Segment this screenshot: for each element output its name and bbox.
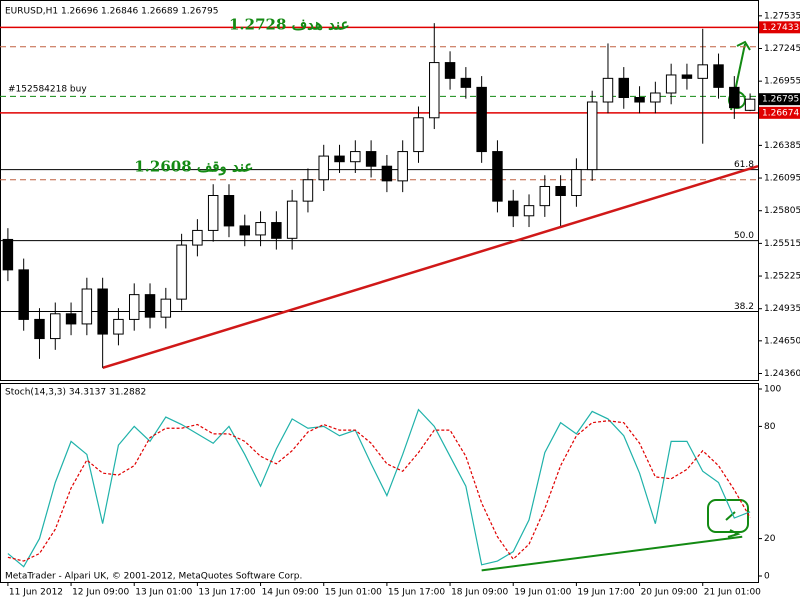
candle-body — [555, 185, 566, 197]
candle-body — [429, 62, 440, 119]
annotation: 1.2608 عند وقف — [134, 157, 253, 175]
price-label: 1.27433 — [762, 23, 799, 33]
candle-body — [665, 74, 677, 94]
x-tick-label: 11 Jun 2012 — [9, 588, 63, 598]
stoch-title: Stoch(14,3,3) 34.3137 31.2882 — [5, 388, 146, 398]
arrows — [725, 511, 741, 538]
candle-body — [286, 200, 298, 239]
candle-body — [50, 313, 61, 340]
candle-body — [239, 225, 251, 236]
candle-body — [634, 97, 645, 103]
annotation: 1.2728 عند هدف — [229, 15, 350, 33]
stoch-line — [7, 408, 751, 568]
order-label: #152584218 buy — [8, 85, 87, 95]
fib-label: 61.8 — [734, 160, 754, 170]
fib-label: 50.0 — [734, 231, 754, 241]
candle-body — [207, 195, 219, 231]
candle-body — [113, 318, 124, 335]
candle-body — [681, 74, 693, 79]
candle-body — [160, 298, 172, 318]
y-tick-label: 1.24935 — [764, 304, 800, 314]
candle-body — [365, 151, 377, 167]
x-tick-label: 14 Jun 09:00 — [262, 588, 319, 598]
candle-body — [650, 92, 661, 103]
candle-body — [18, 269, 29, 320]
y-tick-label: 100 — [764, 385, 781, 395]
candle-body — [334, 155, 345, 163]
x-tick-label: 13 Jun 01:00 — [135, 588, 192, 598]
candle-body — [476, 86, 487, 153]
x-tick-label: 13 Jun 17:00 — [198, 588, 255, 598]
candle-body — [744, 98, 756, 111]
candle-body — [381, 165, 393, 182]
x-tick-label: 19 Jun 01:00 — [514, 588, 571, 598]
candle-body — [618, 77, 630, 98]
candle-body — [34, 318, 45, 340]
footer: MetaTrader - Alpari UK, © 2001-2012, Met… — [5, 572, 302, 582]
candle-body — [128, 294, 140, 320]
price-label-bg — [759, 21, 800, 34]
y-tick-label: 80 — [764, 422, 776, 432]
candle-body — [602, 77, 614, 103]
chart-title: EURUSD,H1 1.26696 1.26846 1.26689 1.2679… — [5, 7, 218, 17]
candle-body — [444, 62, 456, 79]
x-tick-label: 12 Jun 09:00 — [72, 588, 129, 598]
x-tick-label: 15 Jun 17:00 — [388, 588, 445, 598]
y-tick-label: 1.26955 — [764, 77, 800, 87]
candle-body — [507, 200, 519, 217]
trendline — [481, 535, 743, 572]
fib-label: 38.2 — [734, 302, 754, 312]
y-tick-label: 1.25515 — [764, 239, 800, 249]
candle-body — [97, 288, 108, 335]
y-tick-label: 1.24360 — [764, 369, 800, 379]
candle-body — [413, 117, 424, 153]
stoch-line — [7, 420, 751, 562]
candle-body — [176, 244, 187, 300]
y-tick-label: 1.24650 — [764, 336, 800, 346]
x-tick-label: 19 Jun 17:00 — [577, 588, 634, 598]
candle-body — [271, 222, 282, 239]
price-label-bg — [759, 93, 800, 106]
candle-body — [586, 101, 598, 171]
main-panel — [0, 0, 759, 381]
price-label: 1.26674 — [762, 108, 799, 118]
candle-body — [729, 86, 740, 109]
candle-body — [255, 222, 266, 236]
y-tick-label: 1.25805 — [764, 206, 800, 216]
candle-body — [492, 151, 503, 202]
candle-body — [571, 169, 582, 197]
price-label-bg — [759, 106, 800, 119]
y-tick-label: 1.27245 — [764, 44, 800, 54]
candle-body — [81, 288, 93, 325]
candle-body — [302, 179, 314, 202]
trendline — [102, 165, 759, 370]
y-tick-label: 1.26385 — [764, 141, 800, 151]
candle-body — [539, 185, 551, 207]
candle-body — [144, 294, 156, 318]
x-tick-label: 15 Jun 01:00 — [325, 588, 382, 598]
candle-body — [223, 195, 235, 227]
y-tick-label: 0 — [764, 572, 770, 582]
y-tick-label: 1.25225 — [764, 272, 800, 282]
candle-body — [192, 229, 203, 246]
candle-body — [2, 238, 14, 271]
candle-body — [318, 155, 329, 181]
candle-body — [460, 77, 472, 88]
y-tick-label: 1.26095 — [764, 174, 800, 184]
x-tick-label: 18 Jun 09:00 — [451, 588, 508, 598]
marker-box — [707, 499, 749, 533]
candle-body — [713, 64, 724, 88]
candle-body — [397, 151, 408, 182]
price-label: 1.26795 — [762, 95, 799, 105]
x-tick-label: 20 Jun 09:00 — [641, 588, 698, 598]
x-tick-label: 21 Jun 01:00 — [704, 588, 761, 598]
y-tick-label: 20 — [764, 534, 776, 544]
candle-body — [350, 151, 361, 163]
candle-body — [65, 313, 77, 325]
candle-body — [697, 64, 708, 79]
candle-body — [523, 205, 535, 217]
stoch-panel — [0, 383, 759, 583]
y-tick-label: 1.27535 — [764, 11, 800, 21]
